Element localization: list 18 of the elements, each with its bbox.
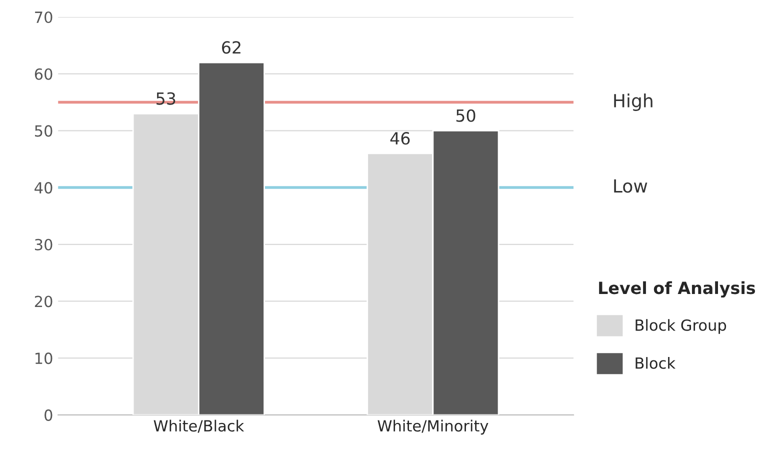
y-tick-label: 30 (34, 238, 52, 250)
data-label: 62 (222, 41, 240, 54)
legend-title: Level of Analysis (599, 281, 756, 298)
x-tick-label: White/Black (154, 420, 244, 433)
ref-line-label: Low (614, 179, 648, 193)
y-tick-label: 50 (35, 125, 52, 137)
ref-line-label: High (614, 94, 652, 112)
y-tick-label: 10 (36, 352, 52, 364)
y-tick-label: 70 (35, 11, 52, 24)
y-tick-label: 20 (34, 296, 52, 308)
y-tick-label: 0 (44, 409, 52, 421)
data-label: 46 (390, 132, 410, 145)
x-tick-label: White/Minority (378, 420, 488, 435)
y-tick-label: 60 (34, 68, 52, 80)
y-tick-label: 40 (34, 182, 52, 194)
legend-label: Block Group (636, 319, 726, 334)
legend-label: Block (636, 357, 676, 369)
data-label: 50 (456, 109, 476, 122)
